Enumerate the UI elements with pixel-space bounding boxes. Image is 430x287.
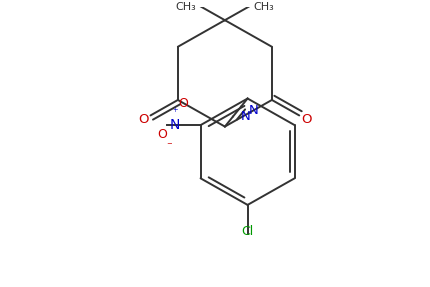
Text: O: O bbox=[157, 128, 166, 141]
Text: $^-$: $^-$ bbox=[164, 141, 173, 151]
Text: N: N bbox=[240, 110, 250, 123]
Text: CH₃: CH₃ bbox=[253, 2, 273, 12]
Text: O: O bbox=[138, 113, 149, 126]
Text: O: O bbox=[300, 113, 310, 126]
Text: N: N bbox=[169, 118, 180, 132]
Text: N: N bbox=[249, 104, 258, 117]
Text: O: O bbox=[178, 97, 187, 110]
Text: CH₃: CH₃ bbox=[175, 2, 196, 12]
Text: $^+$: $^+$ bbox=[170, 108, 178, 118]
Text: Cl: Cl bbox=[241, 225, 253, 238]
